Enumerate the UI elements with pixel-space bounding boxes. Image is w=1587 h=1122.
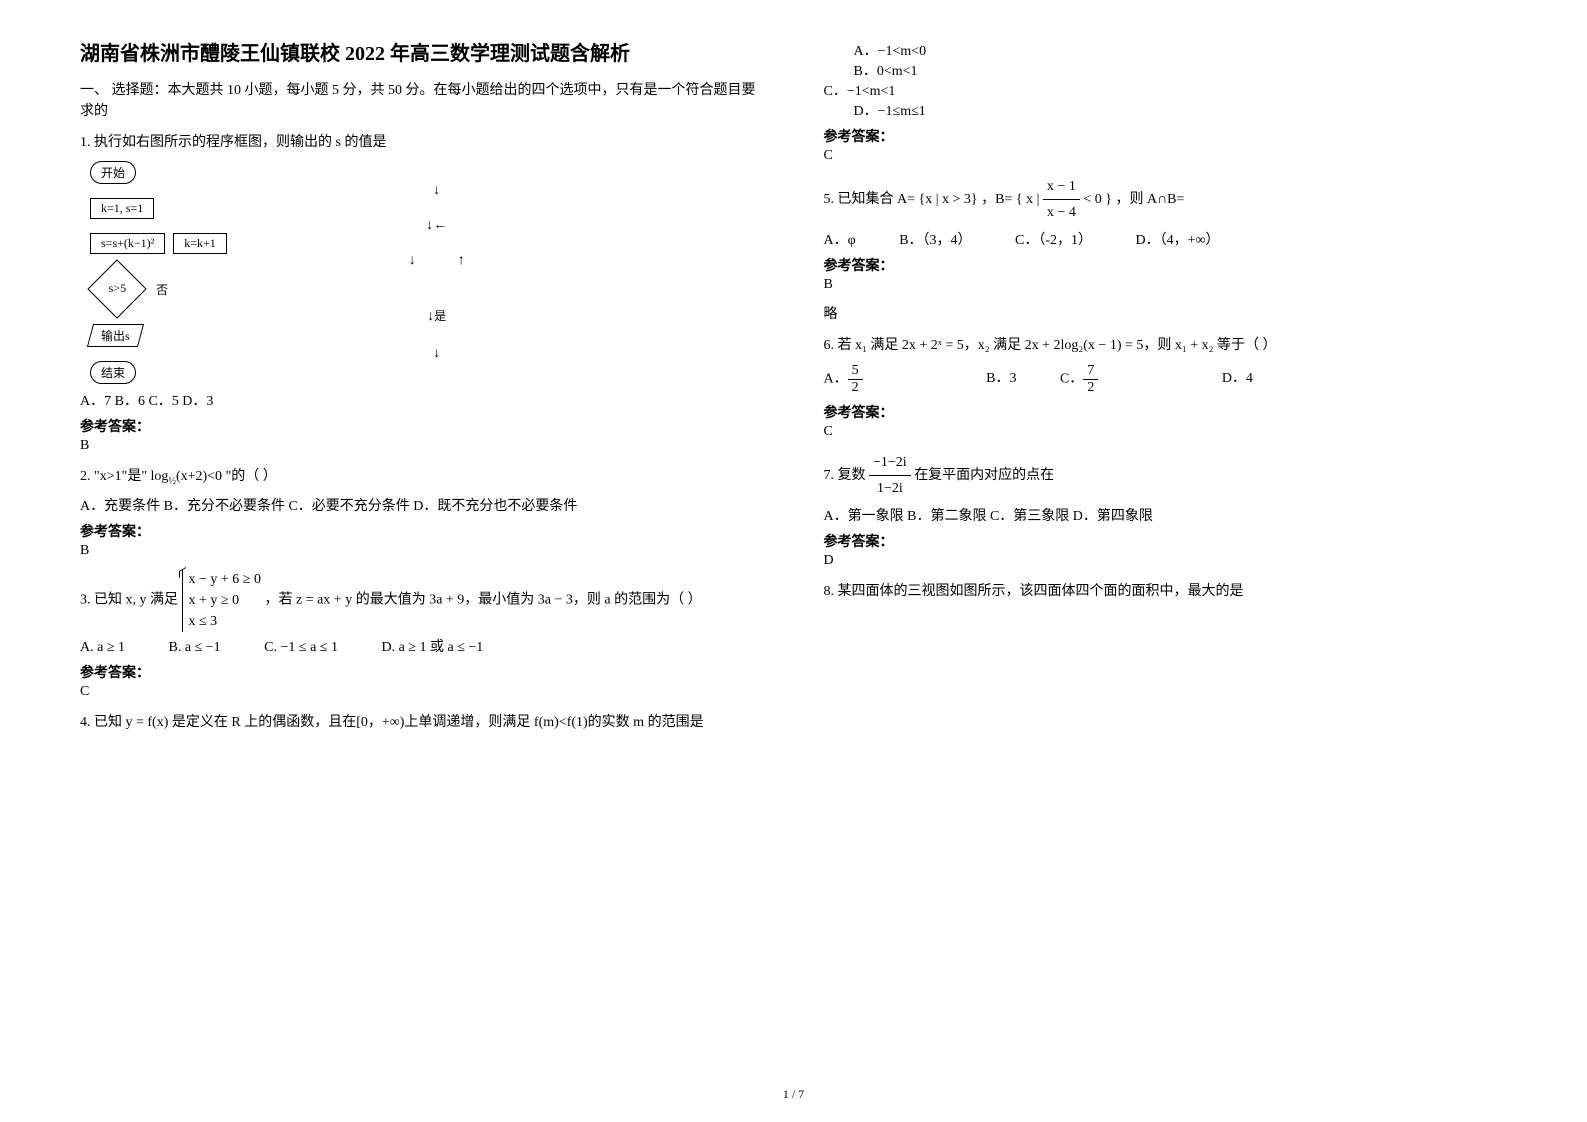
answer-label: 参考答案： (80, 416, 764, 436)
q6-answer: C (824, 424, 1508, 440)
flow-init: k=1, s=1 (90, 198, 154, 219)
q2-stem: 2. "x>1"是" log½(x+2)<0 "的（ ） (80, 464, 764, 491)
q4-stem: 4. 已知 y = f(x) 是定义在 R 上的偶函数，且在[0，+∞)上单调递… (80, 710, 764, 735)
q6-opt-a: A．52 (824, 363, 943, 396)
flow-arrow: ↓← (110, 219, 764, 233)
flow-arrow: ↓ (110, 184, 764, 198)
flow-start: 开始 (90, 161, 136, 184)
q3-opt-c: C. −1 ≤ a ≤ 1 (264, 640, 338, 656)
q8-stem: 8. 某四面体的三视图如图所示，该四面体四个面的面积中，最大的是 (824, 579, 1508, 604)
q6-options: A．52 B．3 C．72 D．4 (824, 363, 1508, 396)
q6-opt-c: C．72 (1060, 363, 1178, 396)
q5-options: A．φ B．（3，4） C．（-2，1） D．（4，+∞） (824, 229, 1508, 249)
flow-arrow: ↓是 (110, 310, 764, 324)
q7-options: A．第一象限 B．第二象限 C．第三象限 D．第四象限 (824, 505, 1508, 525)
answer-label: 参考答案： (824, 531, 1508, 551)
q4-opt-a: A．−1<m<0 (854, 40, 1508, 60)
flow-end: 结束 (90, 361, 136, 384)
page-footer: 1 / 7 (783, 1087, 804, 1102)
q3-opt-a: A. a ≥ 1 (80, 640, 125, 656)
q2-answer: B (80, 543, 764, 559)
q2-options: A．充要条件 B．充分不必要条件 C．必要不充分条件 D．既不充分也不必要条件 (80, 495, 764, 515)
q6-opt-b: B．3 (986, 367, 1016, 387)
q3-answer: C (80, 684, 764, 700)
page: 湖南省株洲市醴陵王仙镇联校 2022 年高三数学理测试题含解析 一、 选择题：本… (80, 40, 1507, 739)
q5-opt-b: B．（3，4） (899, 229, 971, 249)
q5-opt-a: A．φ (824, 229, 856, 249)
flow-arrow: ↓ ↑ (110, 254, 764, 268)
answer-label: 参考答案： (80, 521, 764, 541)
q1-stem: 1. 执行如右图所示的程序框图，则输出的 s 的值是 (80, 130, 764, 155)
answer-label: 参考答案： (80, 662, 764, 682)
q4-answer: C (824, 148, 1508, 164)
q5-opt-d: D．（4，+∞） (1136, 229, 1220, 249)
q1-flowchart: 开始 ↓ k=1, s=1 ↓← s=s+(k−1)² k=k+1 ↓ ↑ s>… (90, 161, 764, 384)
q4-opt-b: B．0<m<1 (854, 60, 1508, 80)
flow-no-label: 否 (156, 281, 168, 298)
q3-opt-b: B. a ≤ −1 (169, 640, 221, 656)
answer-label: 参考答案： (824, 402, 1508, 422)
flow-yes-label: 是 (434, 309, 446, 323)
q5-set-a: {x | x > 3} (919, 192, 978, 207)
right-column: A．−1<m<0 B．0<m<1 C．−1<m<1 D．−1≤m≤1 参考答案：… (824, 40, 1508, 739)
flow-inc: k=k+1 (173, 233, 227, 254)
q5-stem: 5. 已知集合 A= {x | x > 3} ，B= { x | x − 1 x… (824, 174, 1508, 225)
answer-label: 参考答案： (824, 126, 1508, 146)
q3-stem: 3. 已知 x, y 满足 x − y + 6 ≥ 0 x + y ≥ 0 x … (80, 569, 764, 632)
answer-label: 参考答案： (824, 255, 1508, 275)
q6-opt-d: D．4 (1222, 367, 1253, 387)
q1-options: A．7 B．6 C．5 D．3 (80, 390, 764, 410)
q3-options: A. a ≥ 1 B. a ≤ −1 C. −1 ≤ a ≤ 1 D. a ≥ … (80, 636, 764, 656)
q1-answer: B (80, 438, 764, 454)
flow-output: 输出s (87, 324, 144, 347)
q5-extra: 略 (824, 303, 1508, 323)
q2-formula: log½(x+2)<0 (151, 469, 223, 484)
q4-opt-c: C．−1<m<1 (824, 80, 1508, 100)
q5-set-b: { x | x − 1 x − 4 < 0 } (1016, 192, 1116, 207)
q3-cases: x − y + 6 ≥ 0 x + y ≥ 0 x ≤ 3 (182, 569, 261, 632)
flow-proc: s=s+(k−1)² (90, 233, 165, 254)
flow-arrow: ↓ (110, 347, 764, 361)
q5-answer: B (824, 277, 1508, 293)
q7-fraction: −1−2i 1−2i (869, 450, 911, 501)
q3-opt-d: D. a ≥ 1 或 a ≤ −1 (381, 636, 483, 656)
left-column: 湖南省株洲市醴陵王仙镇联校 2022 年高三数学理测试题含解析 一、 选择题：本… (80, 40, 764, 739)
doc-title: 湖南省株洲市醴陵王仙镇联校 2022 年高三数学理测试题含解析 (80, 40, 764, 68)
q6-stem: 6. 若 x₁ 满足 2x + 2ˣ = 5，x₂ 满足 2x + 2log₂(… (824, 333, 1508, 358)
q7-answer: D (824, 553, 1508, 569)
q4-opt-d: D．−1≤m≤1 (854, 100, 1508, 120)
q4-options: A．−1<m<0 B．0<m<1 C．−1<m<1 D．−1≤m≤1 (824, 40, 1508, 120)
q5-opt-c: C．（-2，1） (1015, 229, 1092, 249)
section-1-heading: 一、 选择题：本大题共 10 小题，每小题 5 分，共 50 分。在每小题给出的… (80, 80, 764, 122)
q7-stem: 7. 复数 −1−2i 1−2i 在复平面内对应的点在 (824, 450, 1508, 501)
